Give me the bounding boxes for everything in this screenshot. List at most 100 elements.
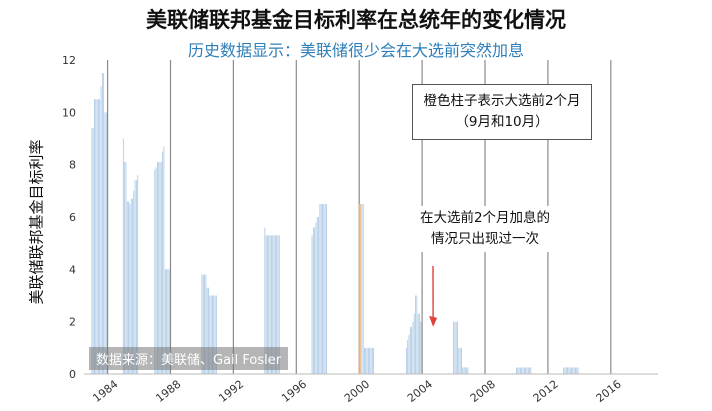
bar xyxy=(103,73,105,374)
bar xyxy=(265,235,267,374)
bar xyxy=(274,235,276,374)
bar xyxy=(527,367,529,374)
bar xyxy=(212,295,213,374)
bar xyxy=(104,112,106,374)
bar xyxy=(564,367,566,374)
bar xyxy=(105,112,107,374)
y-tick-label: 8 xyxy=(69,159,76,172)
y-axis-label: 美联储联邦基金目标利率 xyxy=(27,139,46,305)
bar xyxy=(576,367,578,374)
bar xyxy=(314,227,316,374)
bar xyxy=(575,367,576,374)
chart-subtitle: 历史数据显示：美联储很少会在大选前突然加息 xyxy=(187,41,524,60)
bar xyxy=(126,201,128,374)
bar xyxy=(278,235,280,374)
bar xyxy=(572,367,574,374)
y-tick-label: 12 xyxy=(62,54,76,67)
bar xyxy=(518,367,520,374)
bar xyxy=(525,367,527,374)
source-note: 数据来源：美联储、Gail Fosler xyxy=(89,347,289,370)
bar xyxy=(94,99,95,374)
orange-bars-legend-text: 橙色柱子表示大选前2个月（9月和10月） xyxy=(423,93,581,130)
bar xyxy=(214,295,216,374)
bar xyxy=(162,151,164,374)
bar xyxy=(413,313,415,374)
bar xyxy=(463,367,465,374)
x-tick-label: 1988 xyxy=(153,378,183,405)
bar xyxy=(362,203,364,374)
bar xyxy=(323,203,325,374)
bar xyxy=(125,162,127,374)
bar xyxy=(209,295,211,374)
bar xyxy=(132,198,133,374)
bar xyxy=(458,347,460,374)
bar xyxy=(568,367,570,374)
bar xyxy=(128,201,129,374)
bar xyxy=(270,235,272,374)
bar xyxy=(419,313,420,374)
bar xyxy=(455,321,457,374)
bar xyxy=(122,138,124,374)
bar xyxy=(365,347,367,374)
bar xyxy=(215,295,217,374)
bar xyxy=(366,347,368,374)
bar xyxy=(408,334,410,374)
rate-hike-once-callout: 在大选前2个月加息的情况只出现过一次 xyxy=(415,206,555,252)
bar xyxy=(464,367,466,374)
bar xyxy=(569,367,571,374)
bar xyxy=(517,367,519,374)
x-tick-label: 2004 xyxy=(405,378,435,405)
bar xyxy=(453,321,454,374)
bar xyxy=(457,321,458,374)
bar xyxy=(454,321,456,374)
bar xyxy=(373,347,375,374)
bar xyxy=(201,274,203,374)
bar xyxy=(156,162,158,374)
bar xyxy=(320,203,322,374)
bar xyxy=(416,295,418,374)
bar xyxy=(95,99,97,374)
bar xyxy=(91,128,93,374)
bar xyxy=(462,367,464,374)
bar xyxy=(407,339,409,374)
bar xyxy=(519,367,521,374)
x-tick-label: 1984 xyxy=(90,378,120,405)
bar xyxy=(409,326,411,374)
bar xyxy=(364,347,365,374)
bar xyxy=(577,367,579,374)
chart-title: 美联储联邦基金目标利率在总统年的变化情况 xyxy=(146,8,566,32)
bar xyxy=(100,86,102,375)
annotation-arrow-head xyxy=(429,315,438,327)
bar xyxy=(208,287,209,374)
bar xyxy=(315,222,317,374)
bar xyxy=(371,347,373,374)
y-tick-label: 10 xyxy=(62,106,76,119)
bar xyxy=(268,235,270,374)
bar xyxy=(267,235,268,374)
bar xyxy=(573,367,575,374)
bar xyxy=(272,235,274,374)
bar xyxy=(99,99,101,374)
bar xyxy=(101,73,103,374)
bar xyxy=(264,227,266,374)
bar xyxy=(417,313,419,374)
bar xyxy=(159,162,161,374)
bar xyxy=(367,347,369,374)
bar xyxy=(277,235,279,374)
bar xyxy=(370,347,372,374)
bar xyxy=(163,146,165,374)
bar xyxy=(210,295,212,374)
y-tick-label: 2 xyxy=(69,316,76,329)
bar xyxy=(567,367,568,374)
bar xyxy=(369,347,371,374)
bar xyxy=(420,321,422,374)
bar xyxy=(154,169,156,374)
bar xyxy=(318,217,319,374)
bar xyxy=(530,367,532,374)
y-tick-label: 4 xyxy=(69,263,76,276)
x-tick-label: 2012 xyxy=(531,378,561,405)
bar xyxy=(133,190,135,374)
bar xyxy=(516,367,517,374)
bar xyxy=(276,235,278,374)
y-tick-label: 0 xyxy=(69,368,76,381)
